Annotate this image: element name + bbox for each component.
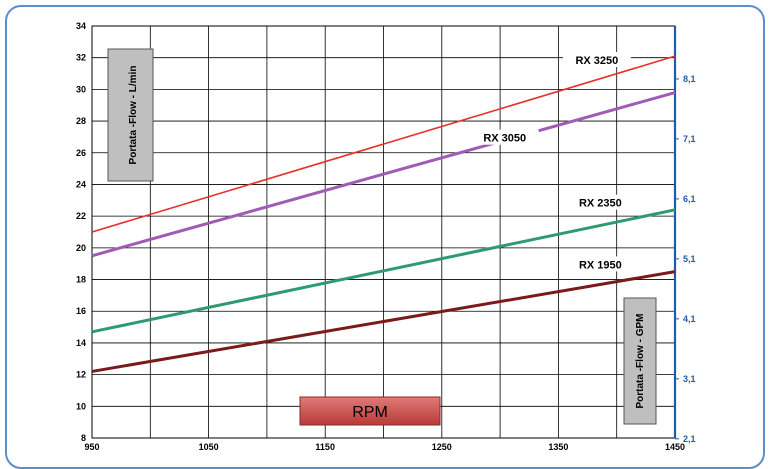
y-tick-label: 26 [76,148,86,158]
series-line [91,91,676,258]
y-tick-label: 28 [76,116,86,126]
x-tick-label: 950 [84,442,99,452]
y-tick-label: 10 [76,401,86,411]
y-tick-label: 20 [76,243,86,253]
right-y-tick-label: 4,1 [683,314,696,324]
x-tick-label: 1250 [432,442,452,452]
y-tick-label: 24 [76,179,86,189]
series-label: RX 2350 [579,198,622,210]
y-tick-label: 30 [76,84,86,94]
y-label-box: Portata -Flow - L/min [107,48,154,182]
y-tick-label: 16 [76,306,86,316]
x-label-box: RPM [299,396,441,426]
series-label: RX 1950 [579,259,622,271]
right-y-tick-label: 5,1 [683,254,696,264]
right-y-tick-labels: 2,1 3,1 4,1 5,1 6,1 7,1 8,1 [675,74,696,444]
series-line [91,55,676,233]
right-y-label-box: Portata -Flow - GPM [623,297,657,425]
right-y-tick-label: 7,1 [683,134,696,144]
y-axis-label: Portata -Flow - L/min [128,66,139,165]
flow-rpm-chart: 950 1050 1150 1250 1350 1450 8 10 12 14 16 18 20 22 2… [76,21,696,452]
grid [91,25,677,439]
x-tick-label: 1450 [665,442,685,452]
right-y-tick-label: 3,1 [683,374,696,384]
series-labels: RX 3250 RX 3050 RX 2350 RX 1950 [470,52,635,272]
y-tick-label: 32 [76,53,86,63]
series-label-bg [566,194,635,210]
x-axis-label: RPM [352,404,388,421]
y-tick-label: 12 [76,370,86,380]
x-tick-label: 1350 [548,442,568,452]
y-tick-labels: 8 10 12 14 16 18 20 22 24 26 28 30 32 34 [76,21,86,443]
y-tick-label: 14 [76,338,86,348]
y-tick-label: 34 [76,21,86,31]
right-y-tick-label: 8,1 [683,74,696,84]
series-label-bg [562,52,631,68]
right-y-tick-label: 6,1 [683,194,696,204]
series-line [91,208,676,334]
y-tick-label: 22 [76,211,86,221]
y-tick-label: 8 [81,433,86,443]
series-line [91,270,676,373]
x-tick-label: 1050 [199,442,219,452]
series-label: RX 3250 [575,55,618,67]
series-lines [91,55,676,373]
right-y-axis-label: Portata -Flow - GPM [635,314,646,409]
x-tick-labels: 950 1050 1150 1250 1350 1450 [84,442,685,452]
y-tick-label: 18 [76,275,86,285]
series-label: RX 3050 [483,133,526,145]
right-y-tick-label: 2,1 [683,434,696,444]
x-tick-label: 1150 [315,442,335,452]
series-label-bg [470,129,539,145]
series-label-bg [566,256,635,272]
